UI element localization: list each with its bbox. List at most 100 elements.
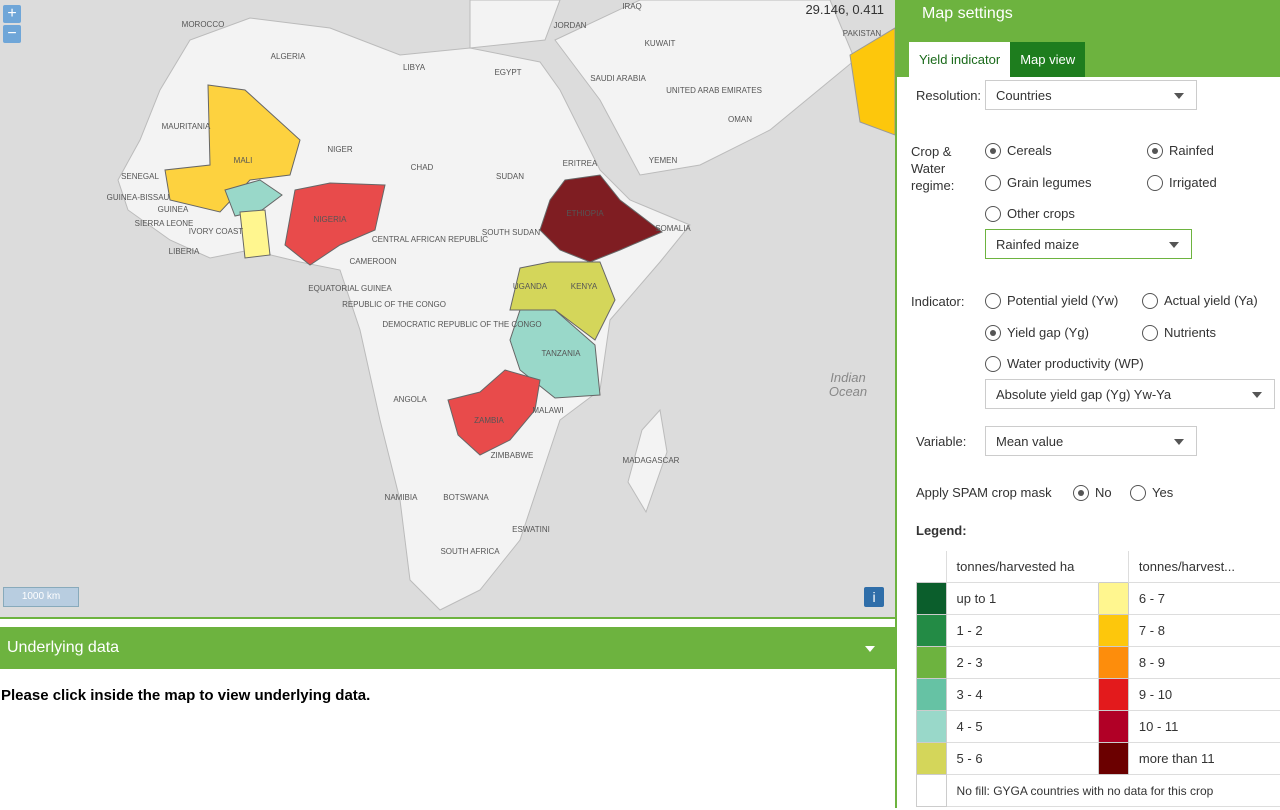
legend-label: 7 - 8 [1128,614,1280,647]
country-label: ETHIOPIA [566,209,604,218]
country-label: KENYA [571,282,598,291]
radio[interactable]: Potential yield (Yw) [985,293,1118,309]
country-label: GUINEA-BISSAU [107,193,170,202]
radio[interactable]: Other crops [985,206,1075,222]
legend-header: tonnes/harvest... [1128,551,1280,583]
settings-panel: Map settings Yield indicator Map view Re… [895,0,1280,808]
label: Crop & Water regime: [911,144,955,193]
legend-swatch [916,774,947,807]
country-label: MADAGASCAR [623,456,680,465]
map-svg: MOROCCO ALGERIA LIBYA EGYPT JORDAN IRAQ KUWAIT… [107,0,895,611]
country-label: SOUTH AFRICA [440,547,500,556]
settings-title[interactable]: Map settings [897,0,1280,42]
country-label: CHAD [411,163,434,172]
country-label: NIGER [327,145,353,154]
legend-label: 1 - 2 [946,614,1099,647]
legend-header: tonnes/harvested ha [946,551,1099,583]
country-label: MALI [234,156,253,165]
country-label: OMAN [728,115,752,124]
legend-label: up to 1 [946,582,1099,615]
country-label: DEMOCRATIC REPUBLIC OF THE CONGO [382,320,541,329]
country-label: UNITED ARAB EMIRATES [666,86,762,95]
land [469,0,561,49]
country-label: IVORY COAST [189,227,244,236]
info[interactable]: i [864,587,884,607]
tabs: Yield indicator Map view [897,42,1280,77]
select[interactable]: Mean value [985,426,1197,456]
legend-swatch [916,678,947,711]
legend-title: Legend: [916,523,967,538]
country-label: YEMEN [649,156,678,165]
radio[interactable]: Actual yield (Ya) [1142,293,1258,309]
burkina [224,179,283,217]
legend-swatch [916,646,947,679]
map[interactable]: MOROCCO ALGERIA LIBYA EGYPT JORDAN IRAQ KUWAIT… [0,0,895,617]
legend-label: 10 - 11 [1128,710,1280,743]
country-label: LIBERIA [169,247,200,256]
legend-swatch [916,742,947,775]
country-label: ESWATINI [512,525,550,534]
country-label: ZIMBABWE [491,451,534,460]
legend-label: 9 - 10 [1128,678,1280,711]
country-label: JORDAN [554,21,587,30]
select[interactable]: Rainfed maize [985,229,1192,259]
select[interactable]: Absolute yield gap (Yg) Yw-Ya [985,379,1275,409]
country-label: EQUATORIAL GUINEA [308,284,392,293]
legend-label: No fill: GYGA countries with no data for… [946,774,1280,807]
ocean-label: Indian [830,370,865,385]
country-label: PAKISTAN [843,29,882,38]
coords: 29.146, 0.411 [805,2,884,17]
zoom-out[interactable]: − [3,25,21,43]
country-label: MALAWI [532,406,563,415]
radio[interactable]: Yield gap (Yg) [985,325,1089,341]
pakistan [849,27,895,136]
select[interactable]: Countries [985,80,1197,110]
country-label: CAMEROON [349,257,396,266]
country-label: GUINEA [158,205,189,214]
country-label: ZAMBIA [474,416,504,425]
land [627,408,668,514]
uganda-kenya [509,261,616,341]
country-label: ALGERIA [271,52,306,61]
legend-swatch [1098,678,1129,711]
tab[interactable]: Yield indicator [909,42,1011,77]
country-label: NAMIBIA [385,493,419,502]
legend-label: 2 - 3 [946,646,1099,679]
radio[interactable]: Water productivity (WP) [985,356,1144,372]
radio[interactable]: Rainfed [1147,143,1214,159]
radio[interactable]: Grain legumes [985,175,1092,191]
legend-label: 3 - 4 [946,678,1099,711]
zoom-in[interactable]: + [3,5,21,23]
country-label: SOUTH SUDAN [482,228,540,237]
tab[interactable]: Map view [1010,42,1086,77]
radio[interactable]: No [1073,485,1112,501]
radio[interactable]: Nutrients [1142,325,1216,341]
country-label: ANGOLA [393,395,427,404]
underlying-panel: Underlying data Please click inside the … [0,617,895,810]
ethiopia [539,174,663,263]
nigeria [284,182,386,266]
country-label: EGYPT [494,68,521,77]
tanzania [509,309,601,399]
underlying-message: Please click inside the map to view unde… [1,687,371,704]
radio[interactable]: Irrigated [1147,175,1217,191]
legend-swatch [916,582,947,615]
country-label: KUWAIT [645,39,676,48]
country-label: UGANDA [513,282,548,291]
country-label: NIGERIA [314,215,348,224]
underlying-header[interactable]: Underlying data [0,627,895,669]
legend-swatch [916,614,947,647]
legend-swatch [1098,646,1129,679]
ghana [239,209,271,259]
country-label: LIBYA [403,63,426,72]
legend-swatch [916,710,947,743]
scale: 1000 km [3,587,79,607]
country-label: CENTRAL AFRICAN REPUBLIC [372,235,488,244]
radio[interactable]: Cereals [985,143,1052,159]
country-label: SOMALIA [655,224,691,233]
label: Indicator: [911,294,965,309]
radio[interactable]: Yes [1130,485,1173,501]
country-label: SAUDI ARABIA [590,74,646,83]
country-label: REPUBLIC OF THE CONGO [342,300,446,309]
